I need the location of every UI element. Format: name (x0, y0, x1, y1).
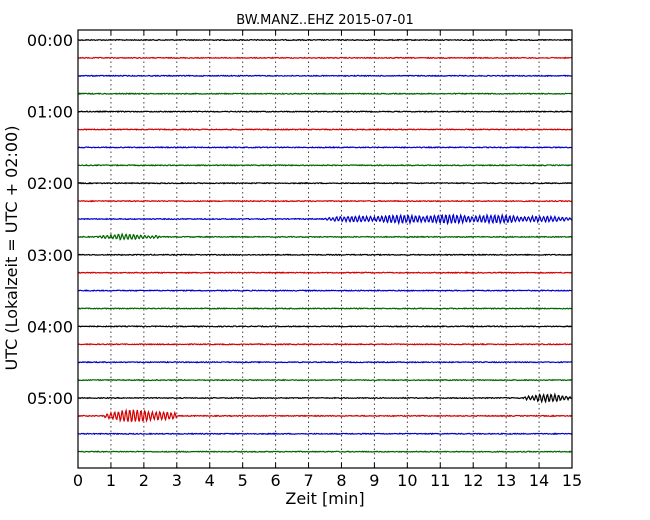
x-tick-label: 5 (238, 471, 248, 490)
seismogram-trace (77, 181, 573, 185)
x-tick-label: 6 (271, 471, 281, 490)
seismogram-trace (77, 56, 573, 60)
x-tick-label: 4 (205, 471, 215, 490)
y-tick-label: 02:00 (27, 174, 73, 193)
seismogram-trace (77, 92, 573, 96)
tick-layer: 0 1 2 3 4 5 6 7 8 9 10 11 12 13 14 1500:0001:0002:0003:… (27, 30, 582, 490)
y-axis-label: UTC (Lokalzeit = UTC + 02:00) (2, 126, 21, 371)
y-tick-label: 01:00 (27, 103, 73, 122)
seismogram-trace (77, 378, 573, 382)
x-tick-label: 9 (369, 471, 379, 490)
x-tick-label: 8 (336, 471, 346, 490)
chart-title: BW.MANZ..EHZ 2015-07-01 (236, 13, 414, 28)
seismogram-trace (77, 146, 573, 149)
x-tick-label: 11 (430, 471, 450, 490)
x-tick-label: 14 (529, 471, 549, 490)
seismogram-trace (77, 212, 573, 226)
x-tick-label: 7 (303, 471, 313, 490)
x-tick-label: 12 (463, 471, 483, 490)
y-tick-label: 05:00 (27, 389, 73, 408)
seismogram-trace (77, 38, 573, 42)
x-tick-label: 3 (172, 471, 182, 490)
seismogram-trace (77, 360, 573, 364)
grid-layer (110, 30, 540, 468)
seismogram-trace (77, 232, 573, 241)
seismogram-trace (77, 325, 573, 328)
seismogram-trace (77, 432, 573, 436)
seismogram-trace (77, 307, 573, 310)
seismogram-trace (77, 450, 573, 454)
x-axis-label: Zeit [min] (285, 489, 364, 508)
seismogram-trace (77, 342, 573, 346)
seismogram-trace (77, 271, 573, 275)
x-tick-label: 1 (106, 471, 116, 490)
y-tick-label: 00:00 (27, 31, 73, 50)
seismogram-trace (77, 74, 573, 78)
seismogram-trace (77, 199, 573, 203)
seismogram-trace (77, 289, 573, 292)
seismogram-trace (77, 408, 573, 423)
x-tick-label: 0 (73, 471, 83, 490)
x-tick-label: 15 (562, 471, 582, 490)
x-tick-label: 10 (397, 471, 417, 490)
seismogram-trace (77, 253, 573, 257)
x-tick-label: 2 (139, 471, 149, 490)
y-tick-label: 04:00 (27, 317, 73, 336)
seismogram-trace (77, 392, 573, 404)
trace-layer (77, 38, 573, 454)
y-tick-label: 03:00 (27, 246, 73, 265)
seismogram-trace (77, 128, 573, 131)
x-tick-label: 13 (496, 471, 516, 490)
plot-frame (77, 29, 573, 469)
seismogram-trace (77, 110, 573, 113)
seismogram-trace (77, 163, 573, 167)
